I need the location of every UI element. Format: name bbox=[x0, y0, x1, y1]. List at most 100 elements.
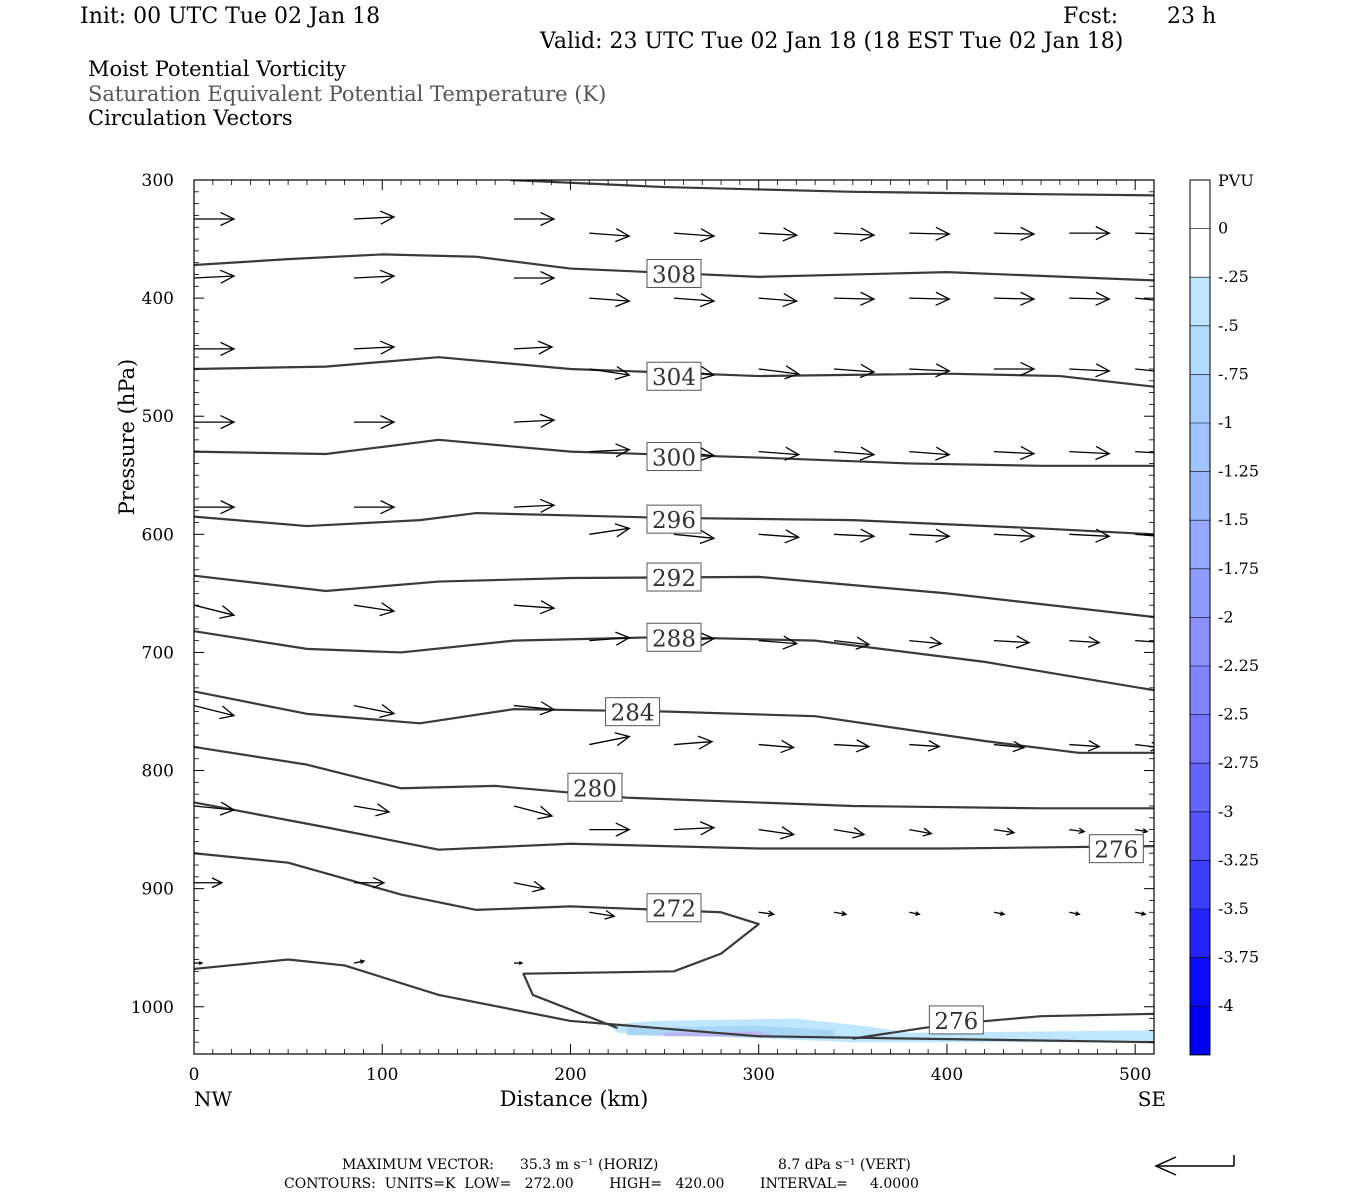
svg-text:276: 276 bbox=[934, 1009, 978, 1035]
circulation-vector bbox=[513, 498, 556, 513]
circulation-vector bbox=[993, 635, 1031, 649]
circulation-vector bbox=[354, 500, 396, 515]
circulation-vector bbox=[513, 413, 556, 428]
colorbar-swatch bbox=[1190, 374, 1210, 424]
contour-label-276: 276 bbox=[928, 1005, 984, 1035]
circulation-vector bbox=[758, 910, 776, 917]
circulation-vector bbox=[589, 523, 631, 538]
colorbar-label: -4 bbox=[1218, 996, 1234, 1015]
circulation-vector bbox=[909, 226, 951, 241]
circulation-vector bbox=[993, 291, 1036, 306]
y-axis-label: Pressure (hPa) bbox=[115, 359, 139, 515]
contour-288 bbox=[194, 630, 1154, 692]
colorbar-swatch bbox=[1190, 471, 1210, 521]
contour-label-300: 300 bbox=[646, 442, 702, 472]
circulation-vector bbox=[194, 500, 236, 515]
circulation-vector bbox=[909, 911, 921, 916]
circulation-vector bbox=[589, 365, 631, 381]
circulation-vector bbox=[194, 341, 236, 357]
circulation-vector bbox=[673, 735, 714, 750]
circulation-vector bbox=[993, 827, 1016, 836]
colorbar-label: -.5 bbox=[1218, 316, 1239, 335]
circulation-vector bbox=[1069, 226, 1111, 241]
colorbar-swatch bbox=[1190, 617, 1210, 667]
circulation-vector bbox=[353, 803, 391, 817]
y-tick-label: 700 bbox=[142, 643, 174, 663]
circulation-vector bbox=[1069, 911, 1081, 916]
circulation-vector bbox=[514, 211, 556, 227]
plot-frame bbox=[193, 179, 1155, 1055]
circulation-vector bbox=[1135, 911, 1147, 916]
init-time: Init: 00 UTC Tue 02 Jan 18 bbox=[80, 4, 381, 29]
circulation-vector bbox=[758, 739, 796, 754]
circulation-vector bbox=[514, 961, 524, 966]
circulation-vector bbox=[909, 636, 943, 649]
x-end-label-se: SE bbox=[1138, 1087, 1166, 1111]
contour-label-280: 280 bbox=[567, 772, 623, 802]
colorbar-swatch bbox=[1190, 277, 1210, 327]
colorbar-swatch bbox=[1190, 811, 1210, 861]
circulation-vector bbox=[673, 529, 716, 545]
circulation-vector bbox=[993, 740, 1026, 753]
contour-280 bbox=[194, 745, 1154, 810]
circulation-vector bbox=[758, 529, 801, 544]
contour-292 bbox=[194, 574, 1154, 619]
colorbar-swatch bbox=[1190, 714, 1210, 764]
circulation-vector bbox=[589, 909, 616, 920]
colorbar-label: -2.25 bbox=[1218, 656, 1259, 675]
circulation-vector bbox=[589, 443, 631, 458]
colorbar-swatch bbox=[1190, 860, 1210, 910]
circulation-vector bbox=[194, 801, 236, 816]
max-vector-label: MAXIMUM VECTOR: bbox=[342, 1157, 494, 1173]
reference-vector bbox=[1154, 1155, 1235, 1176]
circulation-vector bbox=[1069, 528, 1111, 543]
forecast-hour: 23 h bbox=[1167, 4, 1217, 29]
circulation-vector bbox=[353, 210, 396, 225]
circulation-vector bbox=[1135, 297, 1154, 306]
field-title-vectors: Circulation Vectors bbox=[88, 106, 293, 130]
contour-labels: 308 304 300 296 292 288 284 280 276 272 276 bbox=[567, 258, 1144, 1035]
field-title-mpv: Moist Potential Vorticity bbox=[88, 57, 346, 81]
circulation-vector bbox=[513, 880, 546, 893]
colorbar-swatch bbox=[1190, 763, 1210, 813]
svg-text:308: 308 bbox=[652, 262, 696, 288]
circulation-vector bbox=[353, 269, 396, 284]
max-vector-horiz: 35.3 m s⁻¹ (HORIZ) bbox=[520, 1157, 659, 1173]
circulation-vector bbox=[194, 877, 224, 889]
circulation-vector bbox=[1135, 368, 1154, 377]
colorbar-label: -.25 bbox=[1218, 267, 1249, 286]
svg-text:304: 304 bbox=[652, 365, 696, 391]
circulation-vector bbox=[909, 528, 951, 543]
circulation-vector bbox=[833, 636, 871, 650]
circulation-vector bbox=[194, 961, 204, 966]
circulation-vector bbox=[353, 704, 396, 718]
circulation-vector bbox=[909, 291, 951, 306]
circulation-vector bbox=[909, 446, 951, 461]
contour-284 bbox=[194, 690, 1154, 754]
circulation-vector bbox=[513, 600, 556, 615]
circulation-vector bbox=[194, 704, 236, 720]
contour-276 bbox=[852, 1012, 1154, 1040]
valid-time: Valid: 23 UTC Tue 02 Jan 18 (18 EST Tue … bbox=[540, 29, 1124, 54]
colorbar-swatch bbox=[1190, 325, 1210, 375]
colorbar-label: 0 bbox=[1218, 219, 1228, 238]
y-tick-label: 1000 bbox=[131, 998, 174, 1018]
contour-label-308: 308 bbox=[646, 258, 702, 288]
circulation-vector bbox=[833, 446, 876, 461]
svg-text:276: 276 bbox=[1094, 838, 1138, 864]
circulation-vector bbox=[1135, 741, 1154, 752]
y-tick-label: 500 bbox=[142, 407, 174, 427]
colorbar-swatch bbox=[1190, 228, 1210, 278]
contour-308 bbox=[194, 253, 1154, 282]
colorbar-swatch bbox=[1190, 520, 1210, 570]
max-vector-vert: 8.7 dPa s⁻¹ (VERT) bbox=[778, 1157, 911, 1173]
contour-272 bbox=[194, 852, 760, 1030]
contour-label-284: 284 bbox=[605, 697, 661, 727]
circulation-vector bbox=[194, 211, 236, 227]
circulation-vector bbox=[993, 226, 1036, 241]
circulation-vector bbox=[758, 292, 799, 308]
contour-268 bbox=[194, 958, 1154, 1044]
circulation-vector bbox=[1069, 636, 1101, 648]
circulation-vector bbox=[909, 827, 933, 837]
colorbar: PVU 0 -.25 -.5 -.75 -1 -1.25 -1.5 -1.75 -2 -2.25 -2… bbox=[1189, 171, 1259, 1056]
